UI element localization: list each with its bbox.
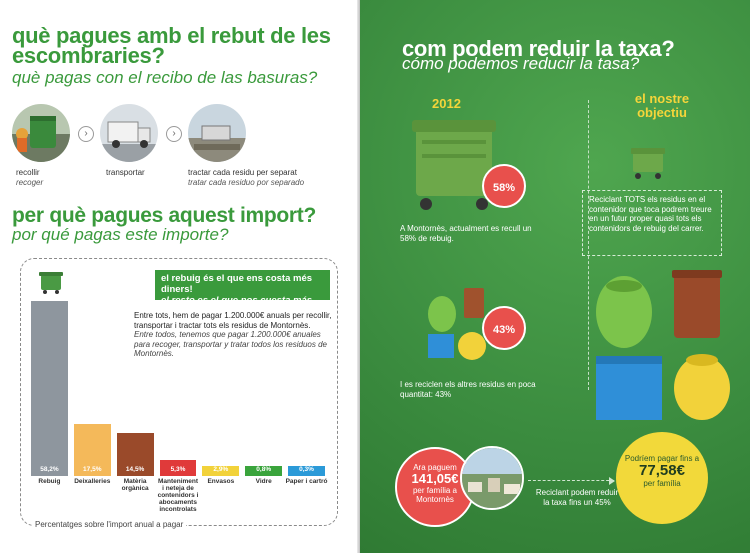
- objective-containers-icon: [596, 270, 730, 420]
- bar-2: 14,5%: [116, 432, 154, 476]
- recycle-text: I es reciclen els altres residus en poca…: [400, 380, 536, 399]
- section-subtitle: por qué pagas este importe?: [12, 225, 229, 244]
- step-treat-label: tractar cada residu per separat tratar c…: [188, 168, 305, 187]
- page-subtitle: què pagas con el recibo de las basuras?: [12, 68, 318, 87]
- step-transport-label: transportar: [106, 168, 145, 177]
- bar-value-label: 0,8%: [256, 466, 272, 473]
- step-collect-label: recollir recoger: [16, 168, 44, 187]
- right-subtitle: cómo podemos reducir la tasa?: [402, 54, 640, 73]
- bar-6: 0,3%: [288, 466, 325, 476]
- bar-1: 17,5%: [73, 423, 111, 476]
- year-label: 2012: [432, 96, 461, 111]
- cost-description: Entre tots, hem de pagar 1.200.000€ anua…: [134, 311, 332, 358]
- rebuig-percent-badge: 58%: [482, 164, 526, 208]
- future-fee-badge: Podríem pagar fins a 77,58€ per família: [616, 432, 708, 524]
- bar-3: 5,3%: [159, 460, 197, 476]
- right-page: com podem reduir la taxa? cómo podemos r…: [360, 0, 750, 553]
- bar-category-label: Deixalleries: [74, 478, 111, 485]
- truck-photo: [100, 104, 158, 162]
- objective-label: el nostre objectiu: [634, 91, 690, 120]
- reduction-text: Reciclant podem reduir la taxa fins un 4…: [535, 488, 619, 507]
- large-rebuig-container-icon: [412, 120, 496, 210]
- bar-category-label: Paper i cartró: [285, 478, 328, 485]
- bar-value-label: 2,9%: [213, 466, 229, 473]
- bar-5: 0,8%: [245, 466, 283, 476]
- reduction-arrow: [528, 477, 615, 485]
- rebuig-bin-icon: [39, 272, 63, 294]
- section-title: per què pagues aquest import?: [12, 204, 317, 227]
- process-steps: recollir recoger › transportar ›: [12, 104, 352, 194]
- treatment-plant-photo: [188, 104, 246, 162]
- chart-caption: Percentatges sobre l'import anual a paga…: [32, 520, 187, 529]
- arrow-right-icon: ›: [166, 126, 182, 142]
- recycling-containers-icon: [428, 288, 486, 360]
- rebuig-text: A Montornès, actualment es recull un 58%…: [400, 224, 532, 243]
- bar-4: 2,9%: [202, 466, 240, 476]
- recycle-percent-badge: 43%: [482, 306, 526, 350]
- bar-value-label: 14,5%: [125, 466, 145, 473]
- bar-0: 58,2%: [31, 301, 68, 476]
- bar-category-label: Vidre: [255, 478, 272, 485]
- bar-value-label: 58,2%: [40, 466, 59, 473]
- objective-text: Reciclant TOTS els residus en el conteni…: [582, 190, 722, 256]
- bar-chart: 58,2% 17,5% 14,5% 5,3% 2,9% 0,8% 0,3%: [28, 296, 328, 476]
- rebuig-banner: el rebuig és el que ens costa més diners…: [155, 270, 330, 317]
- bar-category-label: Rebuig: [38, 478, 61, 485]
- bar-category-label: Matèria orgànica: [121, 478, 149, 492]
- right-title: com podem reduir la taxa?: [402, 36, 675, 61]
- town-photo: [460, 446, 524, 510]
- bar-value-label: 0,3%: [299, 466, 314, 473]
- arrow-right-icon: ›: [78, 126, 94, 142]
- left-page: què pagues amb el rebut de les escombrar…: [0, 0, 360, 553]
- bar-category-label: Manteniment i neteja de contenidors i ab…: [157, 478, 199, 513]
- page-title: què pagues amb el rebut de les escombrar…: [12, 23, 331, 68]
- small-rebuig-container-icon: [631, 148, 665, 179]
- collection-photo: [12, 104, 70, 162]
- bar-value-label: 17,5%: [83, 466, 102, 473]
- bar-value-label: 5,3%: [170, 466, 186, 473]
- divider-line: [588, 100, 589, 390]
- bar-category-label: Envasos: [207, 478, 235, 485]
- bar-category-labels: Rebuig Deixalleries Matèria orgànica Manten…: [28, 478, 328, 518]
